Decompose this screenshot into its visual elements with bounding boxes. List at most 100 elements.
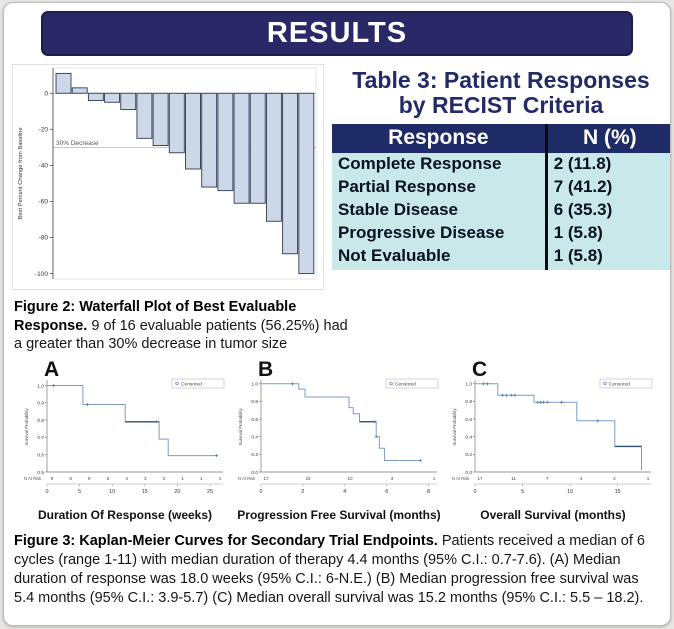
svg-text:-80: -80 bbox=[39, 235, 49, 242]
svg-text:10: 10 bbox=[347, 476, 353, 481]
svg-text:N At Risk: N At Risk bbox=[238, 476, 256, 481]
svg-text:0.6: 0.6 bbox=[465, 416, 472, 422]
svg-text:4: 4 bbox=[580, 476, 583, 481]
svg-text:0.9: 0.9 bbox=[37, 400, 44, 406]
svg-text:0.2: 0.2 bbox=[251, 452, 258, 458]
km-panel-a: A 1.0 0.9 0.8 0.7 0.6 0.5 Survival Probability… bbox=[22, 358, 228, 522]
panel-b-label: B bbox=[258, 357, 274, 381]
table3-title-line2: by RECIST Criteria bbox=[398, 91, 604, 118]
svg-text:0.4: 0.4 bbox=[251, 434, 258, 440]
svg-text:0.8: 0.8 bbox=[37, 418, 44, 424]
svg-text:0.2: 0.2 bbox=[465, 452, 472, 458]
km-chart-c-svg: 1.0 0.8 0.6 0.4 0.2 0.0 Survival Probability Ce… bbox=[452, 378, 653, 495]
svg-text:0.6: 0.6 bbox=[37, 452, 44, 458]
svg-text:1.0: 1.0 bbox=[37, 383, 44, 389]
svg-text:8: 8 bbox=[427, 489, 430, 495]
svg-text:4: 4 bbox=[125, 476, 128, 481]
svg-text:N At Risk: N At Risk bbox=[452, 476, 470, 481]
svg-text:Best Percent Change from Basel: Best Percent Change from Baseline bbox=[18, 127, 24, 219]
svg-text:-20: -20 bbox=[39, 127, 49, 134]
svg-text:15: 15 bbox=[305, 476, 311, 481]
svg-text:2: 2 bbox=[163, 476, 166, 481]
panel-c-label: C bbox=[472, 357, 488, 381]
panel-a-label: A bbox=[44, 357, 60, 381]
svg-text:25: 25 bbox=[207, 489, 213, 495]
svg-text:0: 0 bbox=[44, 90, 48, 97]
svg-text:3: 3 bbox=[391, 476, 394, 481]
table3-body: Complete Response 2 (11.8) Partial Respons… bbox=[332, 153, 670, 271]
figure2-caption: Figure 2: Waterfall Plot of Best Evaluab… bbox=[14, 298, 350, 354]
svg-text:1: 1 bbox=[181, 476, 184, 481]
svg-text:10: 10 bbox=[567, 489, 573, 495]
svg-text:20: 20 bbox=[174, 489, 180, 495]
table-row: Progressive Disease 1 (5.8) bbox=[332, 222, 670, 246]
svg-text:1: 1 bbox=[433, 476, 436, 481]
svg-text:9: 9 bbox=[51, 476, 54, 481]
km-chart-b-svg: 1.0 0.8 0.6 0.4 0.2 0.0 Survival Probability Ce… bbox=[238, 378, 439, 495]
results-card: RESULTS 30% Decrease 0 -20 -40 -60 -80 -100 Bes… bbox=[3, 2, 671, 626]
table3-section: Table 3: Patient Responses by RECIST Cri… bbox=[330, 64, 670, 290]
svg-text:Censored: Censored bbox=[609, 381, 630, 387]
table3-title-line1: Table 3: Patient Responses bbox=[352, 67, 650, 93]
table-row: Not Evaluable 1 (5.8) bbox=[332, 245, 670, 271]
svg-text:7: 7 bbox=[546, 476, 549, 481]
svg-text:Survival Probability: Survival Probability bbox=[24, 407, 29, 445]
svg-text:Censored: Censored bbox=[395, 381, 416, 387]
table-row: Stable Disease 6 (35.3) bbox=[332, 199, 670, 223]
km-figure-row: A 1.0 0.9 0.8 0.7 0.6 0.5 Survival Probability… bbox=[4, 358, 670, 522]
svg-text:1: 1 bbox=[219, 476, 222, 481]
svg-text:4: 4 bbox=[343, 489, 346, 495]
svg-text:3: 3 bbox=[144, 476, 147, 481]
svg-text:0.6: 0.6 bbox=[251, 416, 258, 422]
svg-text:Censored: Censored bbox=[181, 381, 202, 387]
waterfall-chart-svg: 30% Decrease 0 -20 -40 -60 -80 -100 Best Percen… bbox=[18, 67, 317, 280]
svg-text:1.0: 1.0 bbox=[465, 381, 472, 387]
section-header: RESULTS bbox=[41, 11, 633, 56]
table3-title: Table 3: Patient Responses by RECIST Cri… bbox=[330, 67, 670, 118]
km-panel-c: C 1.0 0.8 0.6 0.4 0.2 0.0 Survival Probability… bbox=[450, 358, 656, 522]
svg-text:-100: -100 bbox=[35, 271, 48, 278]
svg-text:0: 0 bbox=[46, 489, 49, 495]
km-panel-b: B 1.0 0.8 0.6 0.4 0.2 0.0 Survival Probability… bbox=[236, 358, 442, 522]
patient-responses-table: Response N (%) Complete Response 2 (11.8)… bbox=[332, 124, 670, 271]
svg-text:2: 2 bbox=[301, 489, 304, 495]
km-chart-a-svg: 1.0 0.9 0.8 0.7 0.6 0.5 Survival Probability Ce… bbox=[24, 378, 225, 495]
svg-text:-60: -60 bbox=[39, 199, 49, 206]
svg-text:6: 6 bbox=[385, 489, 388, 495]
svg-text:N At Risk: N At Risk bbox=[24, 476, 42, 481]
svg-text:17: 17 bbox=[263, 476, 269, 481]
svg-text:2: 2 bbox=[613, 476, 616, 481]
svg-text:1: 1 bbox=[200, 476, 203, 481]
svg-text:5: 5 bbox=[107, 476, 110, 481]
svg-text:15: 15 bbox=[142, 489, 148, 495]
svg-text:0.5: 0.5 bbox=[37, 469, 44, 475]
svg-text:Survival Probability: Survival Probability bbox=[452, 407, 457, 445]
figure3-caption-bold: Figure 3: Kaplan-Meier Curves for Second… bbox=[14, 532, 438, 549]
waterfall-plot-panel: 30% Decrease 0 -20 -40 -60 -80 -100 Best Percen… bbox=[12, 64, 324, 290]
figure2-caption-text: 9 of 16 evaluable patients (56.25%) had … bbox=[14, 317, 348, 353]
svg-text:5: 5 bbox=[521, 489, 524, 495]
svg-text:-40: -40 bbox=[39, 163, 49, 170]
svg-text:0: 0 bbox=[474, 489, 477, 495]
figure3-caption: Figure 3: Kaplan-Meier Curves for Second… bbox=[14, 532, 660, 609]
svg-text:17: 17 bbox=[477, 476, 483, 481]
svg-text:0.8: 0.8 bbox=[465, 399, 472, 405]
svg-text:0.4: 0.4 bbox=[465, 434, 472, 440]
column-header-n-pct: N (%) bbox=[544, 124, 670, 154]
svg-text:5: 5 bbox=[78, 489, 81, 495]
svg-text:0.8: 0.8 bbox=[251, 399, 258, 405]
km-b-xaxis-label: Progression Free Survival (months) bbox=[237, 507, 441, 522]
table-row: Partial Response 7 (41.2) bbox=[332, 176, 670, 200]
svg-text:8: 8 bbox=[88, 476, 91, 481]
table-header-row: Response N (%) bbox=[332, 124, 670, 154]
svg-text:0.0: 0.0 bbox=[465, 469, 472, 475]
svg-text:1.0: 1.0 bbox=[251, 381, 258, 387]
svg-text:15: 15 bbox=[615, 489, 621, 495]
figure2-caption-bold: Figure 2: Waterfall Plot of Best Evaluab… bbox=[14, 299, 297, 334]
km-a-xaxis-label: Duration Of Response (weeks) bbox=[37, 507, 213, 522]
svg-text:0.7: 0.7 bbox=[37, 435, 44, 441]
svg-text:Survival Probability: Survival Probability bbox=[238, 407, 243, 445]
svg-text:0.0: 0.0 bbox=[251, 469, 258, 475]
km-c-xaxis-label: Overall Survival (months) bbox=[480, 507, 626, 522]
svg-text:1: 1 bbox=[647, 476, 650, 481]
